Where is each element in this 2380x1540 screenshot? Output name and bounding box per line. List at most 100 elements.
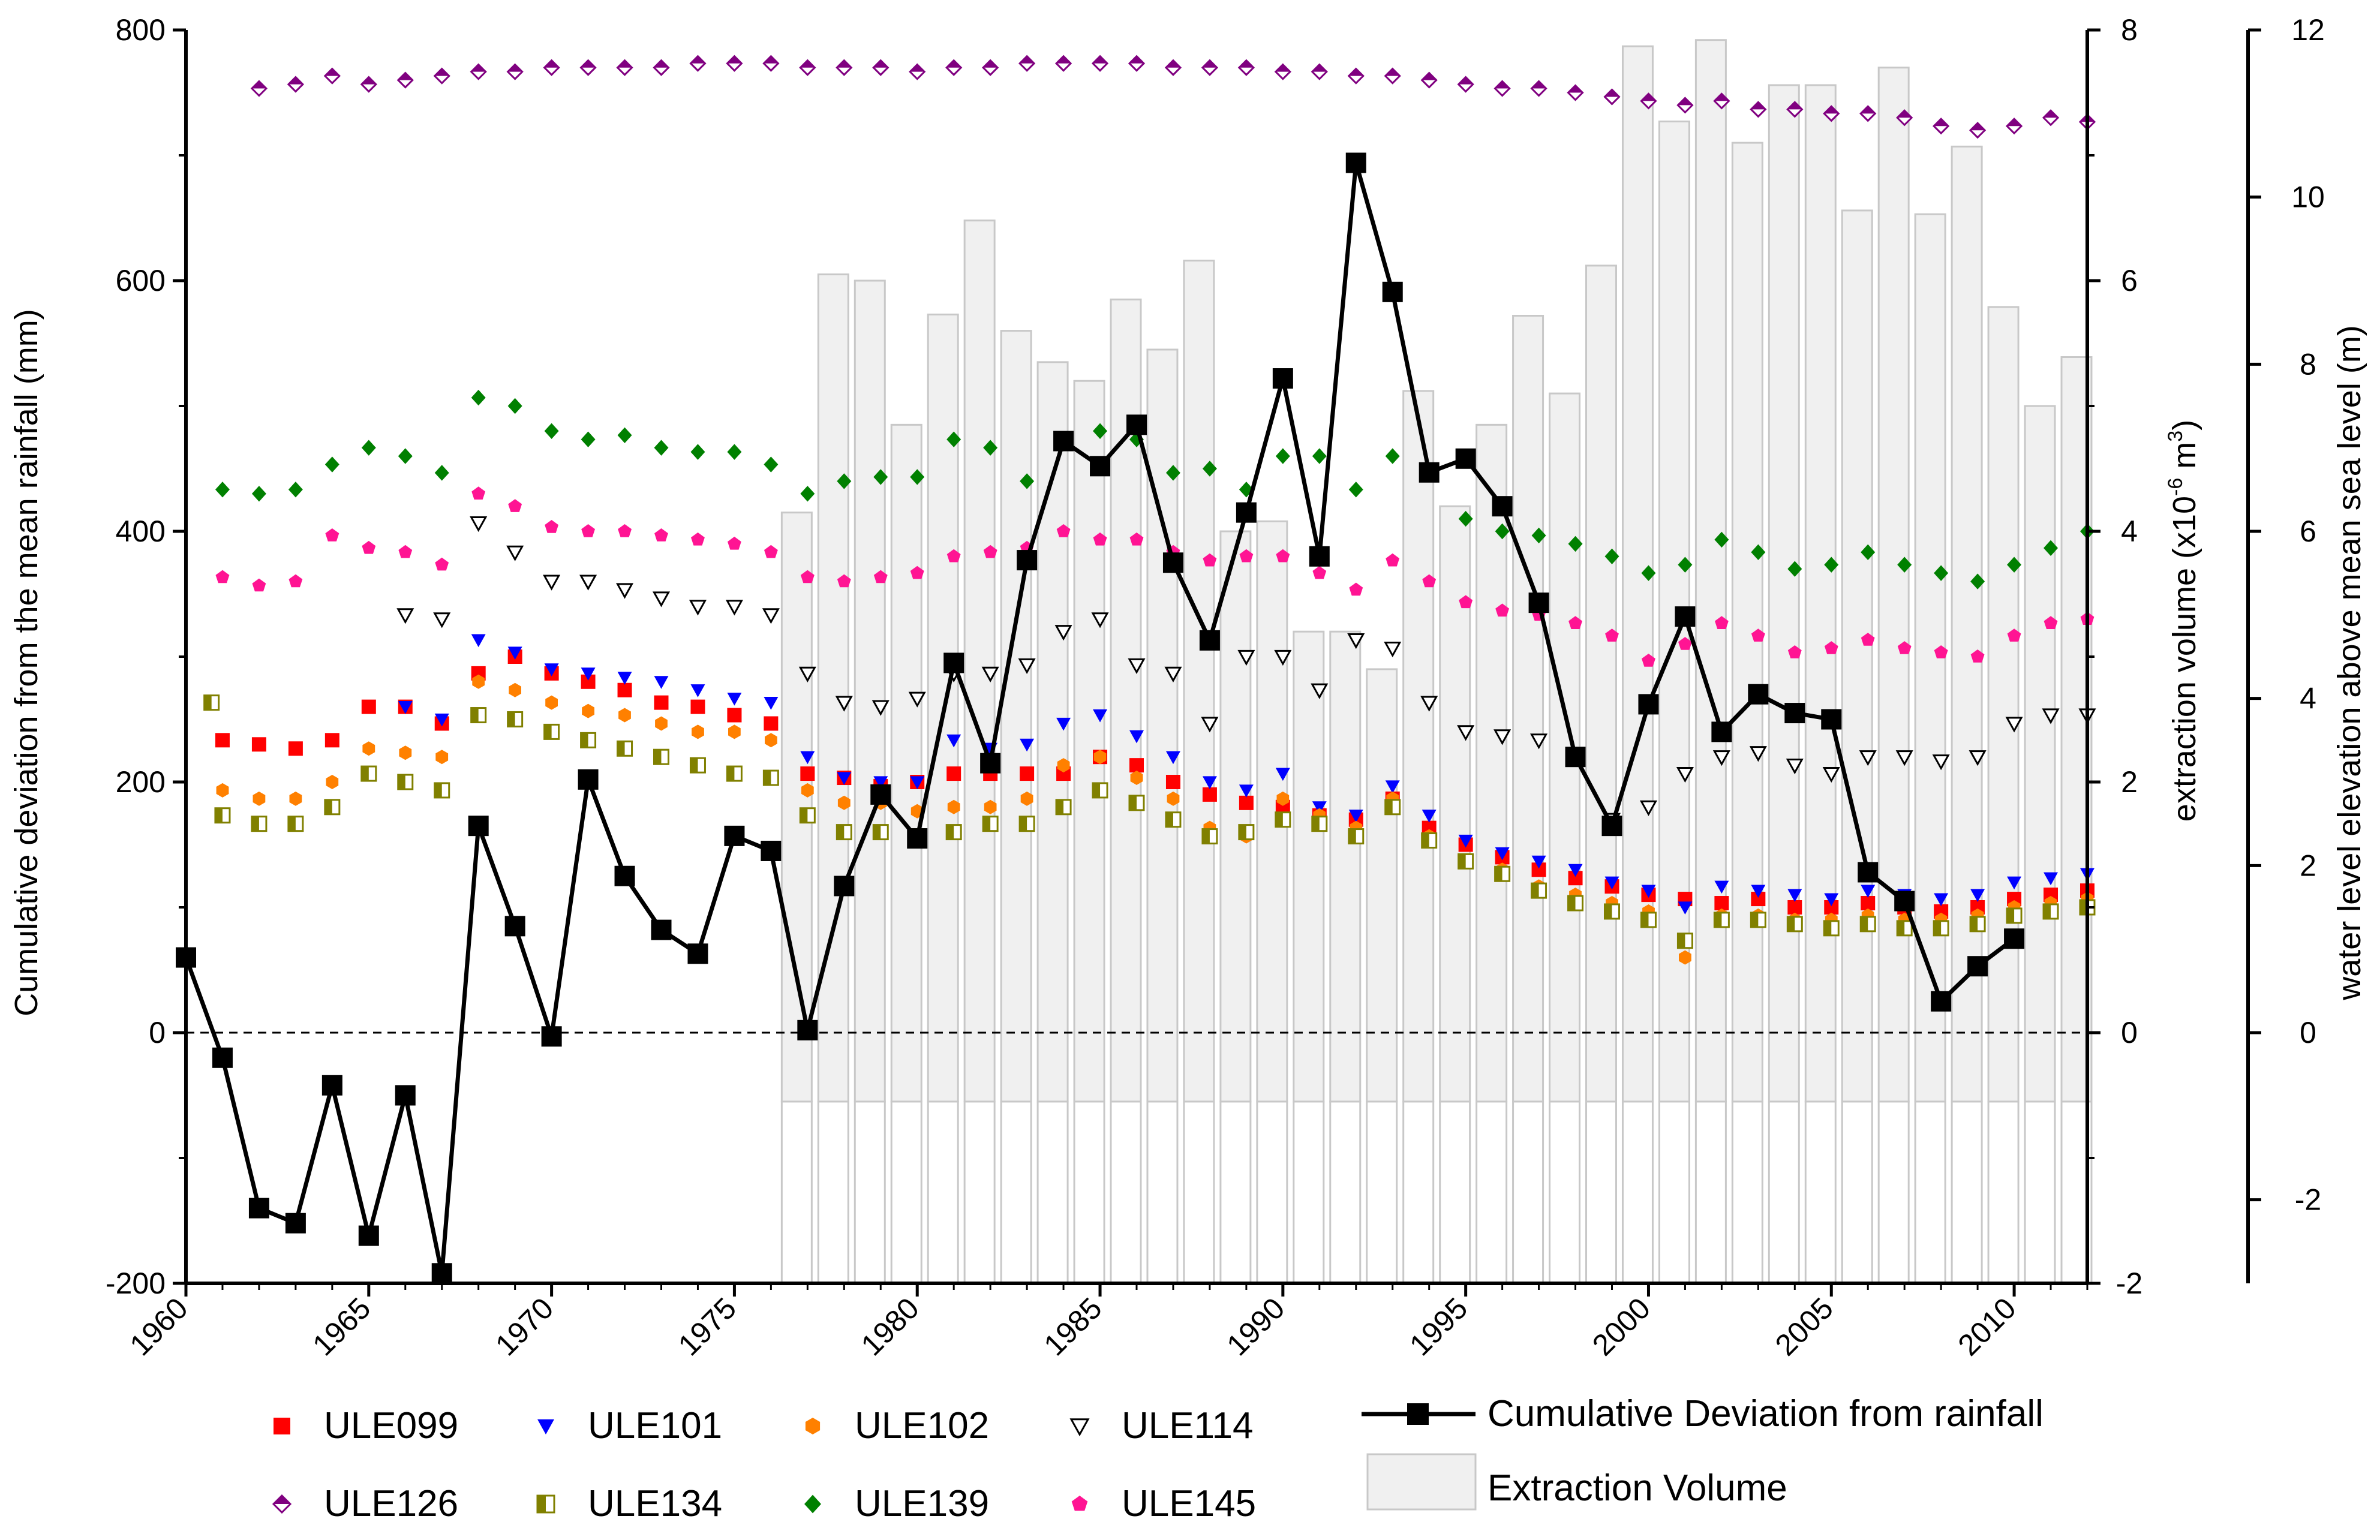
point-ule145 xyxy=(252,578,266,592)
point-ule101 xyxy=(434,713,449,727)
point-ule134 xyxy=(214,807,231,824)
point-ule145 xyxy=(618,524,632,537)
point-ule134 xyxy=(2006,907,2023,924)
point-ule114 xyxy=(1859,750,1877,766)
point-ule126 xyxy=(1018,55,1036,72)
legend-label-ule101: ULE101 xyxy=(588,1405,722,1446)
point-ule126 xyxy=(1750,101,1767,118)
point-ule134 xyxy=(1896,920,1913,937)
point-ule126-fill xyxy=(800,60,815,68)
rainfall-deviation-point xyxy=(1309,546,1330,567)
point-ule139 xyxy=(1275,448,1290,464)
point-ule139 xyxy=(837,473,852,489)
point-ule139 xyxy=(1787,561,1802,577)
point-ule102 xyxy=(728,724,741,739)
point-ule126 xyxy=(250,80,268,97)
extraction-bar xyxy=(1073,380,1105,1103)
point-ule145 xyxy=(1312,566,1327,579)
extraction-bar xyxy=(963,219,996,1103)
legend-item-ule102: ULE102 xyxy=(805,1405,989,1446)
point-ule134 xyxy=(1567,895,1584,912)
point-ule126 xyxy=(726,55,743,72)
extraction-bar xyxy=(1293,630,1325,1103)
point-ule102 xyxy=(984,799,997,814)
point-ule139 xyxy=(398,448,413,464)
point-ule114 xyxy=(615,583,634,599)
extraction-bar-lower xyxy=(1329,1100,1362,1285)
point-ule139 xyxy=(581,431,596,447)
point-ule139 xyxy=(873,469,888,485)
point-ule126 xyxy=(1859,105,1877,122)
point-ule099 xyxy=(1202,787,1217,802)
point-ule134-fill xyxy=(1020,816,1027,831)
point-ule114 xyxy=(908,691,926,708)
point-ule126 xyxy=(909,63,926,80)
point-ule145 xyxy=(398,545,413,558)
point-ule139 xyxy=(1751,544,1766,561)
point-ule139 xyxy=(1824,557,1839,573)
left-tick-label: 0 xyxy=(149,1016,166,1049)
point-ule126-fill xyxy=(1275,64,1290,72)
point-ule134-fill xyxy=(1751,912,1759,927)
point-ule145 xyxy=(800,570,815,583)
point-ule126 xyxy=(1311,63,1328,80)
point-ule134 xyxy=(1786,916,1803,933)
point-ule126 xyxy=(1420,71,1438,89)
point-ule145 xyxy=(1861,633,1875,646)
point-ule134 xyxy=(1128,795,1145,811)
point-ule126 xyxy=(1896,109,1913,127)
extraction-bar-lower xyxy=(1877,1100,1910,1285)
extraction-bar-lower xyxy=(1694,1100,1727,1285)
legend-marker-ule099 xyxy=(274,1418,290,1434)
extraction-bar-lower xyxy=(2024,1100,2056,1285)
rainfall-deviation-point xyxy=(1272,368,1293,389)
point-ule101 xyxy=(581,667,596,681)
point-ule102 xyxy=(801,783,814,798)
point-ule102 xyxy=(399,745,412,760)
point-ule126 xyxy=(1457,76,1474,93)
point-ule145 xyxy=(946,549,961,563)
legend-item-ule114: ULE114 xyxy=(1069,1405,1253,1446)
point-ule139 xyxy=(1495,523,1510,540)
extraction-bar xyxy=(1694,39,1727,1103)
point-ule134 xyxy=(1969,916,1986,933)
point-ule134 xyxy=(507,711,524,727)
point-ule134-fill xyxy=(1568,896,1576,911)
point-ule114 xyxy=(579,575,597,591)
point-ule145 xyxy=(362,540,376,554)
point-ule126-fill xyxy=(837,60,852,68)
point-ule134 xyxy=(836,824,852,841)
point-ule134 xyxy=(945,824,962,841)
point-ule126-fill xyxy=(361,77,376,85)
extraction-bar xyxy=(1731,142,1763,1103)
point-ule102 xyxy=(362,741,375,756)
series-ule134 xyxy=(203,694,2096,949)
point-ule126-fill xyxy=(1385,68,1400,76)
point-ule139 xyxy=(324,456,339,473)
point-ule145 xyxy=(1093,532,1107,546)
point-ule126 xyxy=(1091,55,1109,72)
point-ule101 xyxy=(800,751,815,765)
well-series xyxy=(203,55,2096,965)
point-ule126 xyxy=(982,59,999,76)
point-ule126 xyxy=(506,63,524,80)
point-ule134-fill xyxy=(1129,795,1137,810)
point-ule134 xyxy=(1018,816,1035,832)
legend-marker-ule114 xyxy=(1069,1418,1090,1437)
point-ule102 xyxy=(765,733,777,748)
point-ule099 xyxy=(288,741,303,756)
point-ule099 xyxy=(690,699,705,714)
point-ule101 xyxy=(1531,855,1546,869)
point-ule114 xyxy=(981,666,999,682)
rainfall-deviation-point xyxy=(761,840,782,861)
point-ule134-fill xyxy=(1239,825,1246,840)
point-ule139 xyxy=(1093,423,1108,439)
point-ule126 xyxy=(689,55,707,72)
point-ule126-fill xyxy=(1970,123,1985,131)
rainfall-deviation-point xyxy=(212,1047,233,1068)
extraction-bar xyxy=(1987,306,2020,1103)
point-ule102 xyxy=(1020,791,1033,806)
point-ule145 xyxy=(1787,645,1802,658)
point-ule114 xyxy=(1749,746,1767,762)
point-ule126 xyxy=(1530,80,1547,97)
